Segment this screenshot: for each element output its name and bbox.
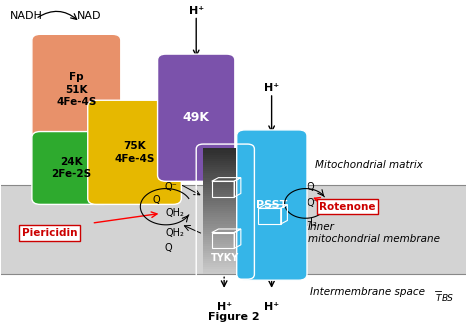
- Text: QH₂: QH₂: [299, 218, 318, 228]
- Text: Q⁻: Q⁻: [306, 198, 319, 209]
- Text: H⁺: H⁺: [189, 6, 204, 16]
- Text: T: T: [436, 295, 441, 304]
- Bar: [203, 269, 247, 272]
- Bar: [203, 203, 247, 205]
- Bar: [203, 215, 247, 218]
- Text: Mitochondrial matrix: Mitochondrial matrix: [315, 161, 423, 170]
- Bar: [203, 257, 247, 260]
- Bar: [203, 180, 247, 182]
- Text: Piericidin: Piericidin: [22, 228, 77, 238]
- Text: H⁺: H⁺: [217, 302, 232, 312]
- Bar: [203, 159, 247, 162]
- Bar: [203, 221, 247, 224]
- Bar: [203, 230, 247, 232]
- FancyBboxPatch shape: [237, 130, 307, 280]
- Bar: [203, 178, 247, 180]
- Text: Intermembrane space: Intermembrane space: [310, 287, 425, 297]
- FancyBboxPatch shape: [157, 54, 235, 181]
- Bar: [203, 161, 247, 164]
- Text: H⁺: H⁺: [264, 83, 279, 93]
- Text: QH₂: QH₂: [166, 208, 185, 218]
- Bar: [203, 182, 247, 184]
- Bar: [203, 244, 247, 247]
- Bar: [203, 175, 247, 178]
- FancyBboxPatch shape: [32, 34, 121, 145]
- Bar: [203, 242, 247, 245]
- Bar: [203, 240, 247, 243]
- Bar: [203, 265, 247, 268]
- Bar: [203, 217, 247, 220]
- Bar: [203, 155, 247, 157]
- Bar: [203, 205, 247, 208]
- Text: Q: Q: [153, 195, 161, 205]
- Bar: [203, 261, 247, 264]
- Bar: [203, 236, 247, 239]
- Bar: [203, 263, 247, 266]
- Text: H⁺: H⁺: [264, 302, 279, 312]
- Text: Fp
51K
4Fe-4S: Fp 51K 4Fe-4S: [56, 72, 97, 107]
- Bar: [203, 165, 247, 168]
- Bar: [203, 253, 247, 256]
- Bar: [203, 228, 247, 230]
- Bar: [0, 185, 466, 274]
- Bar: [203, 238, 247, 241]
- Bar: [203, 163, 247, 166]
- Text: Figure 2: Figure 2: [208, 312, 259, 322]
- Bar: [203, 247, 247, 249]
- Text: Q: Q: [307, 182, 314, 192]
- Bar: [203, 169, 247, 172]
- Bar: [203, 213, 247, 216]
- Text: NAD: NAD: [77, 11, 101, 21]
- Text: Q: Q: [164, 243, 172, 253]
- Bar: [203, 151, 247, 153]
- Bar: [203, 251, 247, 254]
- Bar: [203, 148, 247, 151]
- FancyBboxPatch shape: [32, 131, 111, 205]
- FancyBboxPatch shape: [88, 100, 182, 205]
- Text: 24K
2Fe-2S: 24K 2Fe-2S: [52, 157, 92, 179]
- Bar: [203, 207, 247, 210]
- Bar: [203, 259, 247, 262]
- Text: PSST: PSST: [256, 200, 288, 210]
- Bar: [203, 201, 247, 203]
- Bar: [203, 249, 247, 251]
- Bar: [203, 199, 247, 201]
- Bar: [203, 171, 247, 174]
- Bar: [203, 271, 247, 274]
- Text: QH₂: QH₂: [166, 228, 185, 238]
- Bar: [203, 186, 247, 189]
- Text: 75K
4Fe-4S: 75K 4Fe-4S: [114, 141, 155, 164]
- Bar: [203, 194, 247, 197]
- Bar: [203, 226, 247, 228]
- Bar: [203, 223, 247, 226]
- Bar: [203, 184, 247, 187]
- Bar: [203, 190, 247, 193]
- Text: TYKY: TYKY: [211, 253, 239, 263]
- Bar: [203, 234, 247, 237]
- Bar: [203, 209, 247, 212]
- Bar: [203, 219, 247, 222]
- Text: BS: BS: [442, 295, 454, 304]
- Bar: [203, 196, 247, 199]
- Bar: [203, 157, 247, 160]
- Bar: [203, 167, 247, 170]
- Bar: [203, 211, 247, 214]
- Bar: [203, 192, 247, 195]
- Bar: [203, 153, 247, 155]
- Bar: [203, 173, 247, 176]
- Bar: [203, 232, 247, 235]
- Bar: [203, 267, 247, 270]
- Text: NADH: NADH: [10, 11, 43, 21]
- Bar: [203, 188, 247, 191]
- Text: Rotenone: Rotenone: [319, 202, 376, 212]
- Bar: [203, 255, 247, 258]
- Text: 49K: 49K: [182, 111, 210, 124]
- Text: Inner
mitochondrial membrane: Inner mitochondrial membrane: [308, 222, 440, 244]
- Text: Q⁻: Q⁻: [164, 182, 177, 192]
